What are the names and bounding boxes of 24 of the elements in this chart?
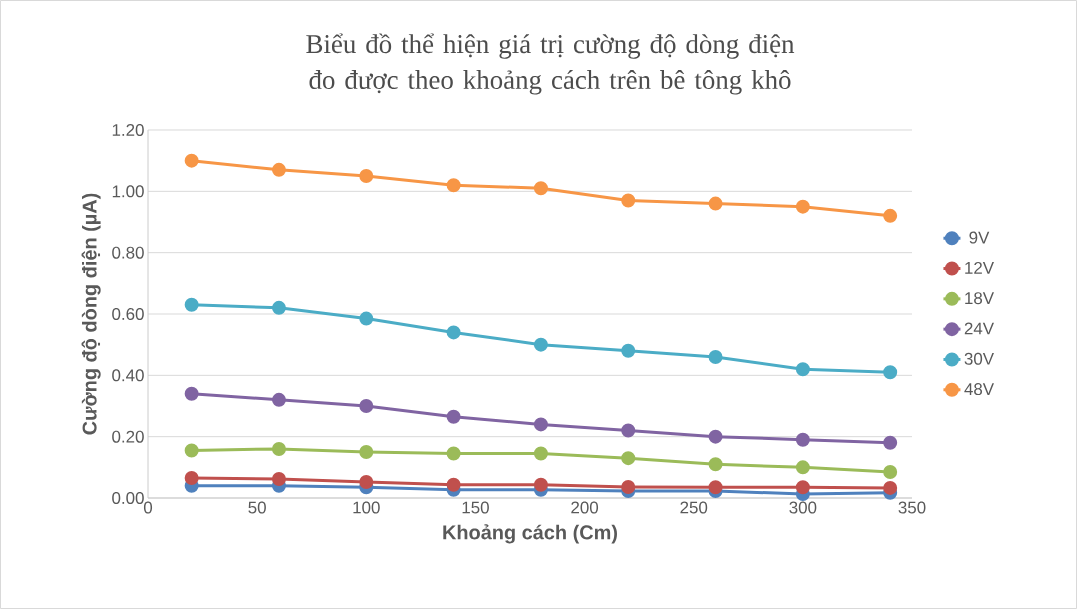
- legend-label: 48V: [964, 383, 994, 396]
- y-tick-label: 0.40: [112, 369, 144, 382]
- y-tick-label: 1.00: [112, 185, 144, 198]
- x-tick-label: 0: [143, 501, 153, 514]
- chart-title: Biểu đồ thể hiện giá trị cường độ dòng điện đo được theo khoảng cách trên bê tông khô: [306, 33, 795, 95]
- legend-label: 9V: [969, 231, 990, 244]
- y-tick-label: 0.80: [112, 246, 144, 259]
- y-axis-title: Cường độ dòng điện (µA): [81, 193, 101, 435]
- x-tick-label: 100: [353, 501, 380, 514]
- x-tick-label: 300: [789, 501, 817, 514]
- x-tick-label: 200: [571, 501, 599, 514]
- y-tick-label: 0.20: [112, 430, 144, 443]
- y-tick-label: 0.00: [112, 492, 144, 504]
- x-axis-title: Khoảng cách (Cm): [443, 524, 617, 544]
- y-tick-label: 1.20: [112, 124, 144, 136]
- x-tick-label: 150: [462, 501, 489, 514]
- legend-label: 12V: [965, 261, 994, 274]
- legend-label: 30V: [964, 352, 994, 365]
- legend-label: 24V: [964, 322, 994, 335]
- legend-label: 18V: [965, 292, 994, 305]
- x-tick-label: 50: [248, 501, 266, 514]
- y-tick-label: 0.60: [112, 308, 144, 320]
- x-tick-label: 350: [898, 501, 926, 514]
- x-tick-label: 250: [680, 501, 708, 514]
